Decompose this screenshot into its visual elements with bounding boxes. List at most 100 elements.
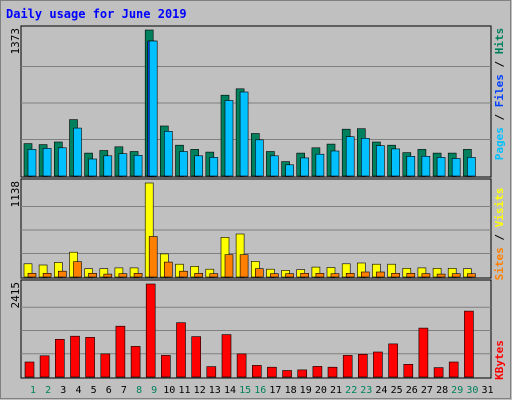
day-label-28: 28 (436, 385, 448, 396)
axis-label-part: Visits (493, 188, 506, 228)
day-axis-labels: 1 2 3 4 5 6 7 8 9 10 11 12 13 14 15 16 17 18 19 20 21 22 23 24 2… (30, 385, 494, 396)
pages-bar-day-23 (360, 138, 370, 177)
day-label-24: 24 (375, 385, 387, 396)
chart-title: Daily usage for June 2019 (6, 7, 187, 21)
sites-bar-day-27 (421, 273, 431, 278)
sites-bar-day-9 (148, 236, 158, 278)
kbytes-bar-day-20 (312, 366, 323, 378)
sites-bar-day-29 (451, 273, 461, 278)
pages-bar-day-10 (164, 131, 173, 177)
kbytes-bar-day-16 (252, 365, 262, 378)
kbytes-bar-day-1 (24, 361, 35, 378)
day-label-10: 10 (163, 385, 175, 396)
day-label-2: 2 (45, 385, 51, 396)
axis-label-part: / (493, 227, 506, 247)
kbytes-bar-day-14 (221, 334, 232, 378)
day-label-26: 26 (406, 385, 418, 396)
pages-bar-day-6 (103, 155, 113, 177)
pages-bar-day-7 (118, 153, 128, 177)
day-label-14: 14 (224, 385, 236, 396)
visits-ymax-label: 1138 (9, 181, 22, 208)
day-label-9: 9 (151, 385, 157, 396)
kbytes-bar-day-28 (433, 367, 444, 378)
sites-bar-day-13 (209, 273, 219, 278)
pages-bar-day-26 (406, 156, 416, 177)
kbytes-bar-day-8 (130, 346, 141, 378)
kbytes-bar-day-6 (100, 353, 111, 378)
kbytes-bar-day-22 (342, 355, 353, 378)
pages-bar-day-14 (224, 100, 234, 177)
day-label-6: 6 (106, 385, 112, 396)
kbytes-panel: 2415 KBytes (9, 279, 506, 380)
day-label-4: 4 (75, 385, 81, 396)
sites-bar-day-30 (467, 273, 476, 278)
sites-bar-day-7 (118, 273, 128, 278)
day-label-30: 30 (466, 385, 478, 396)
pages-bar-day-20 (315, 153, 325, 177)
day-label-7: 7 (121, 385, 127, 396)
kbytes-bar-day-5 (85, 336, 95, 378)
pages-bar-day-18 (285, 164, 294, 177)
sites-bar-day-23 (360, 271, 370, 278)
kbytes-bar-day-12 (191, 336, 201, 378)
pages-bar-day-22 (345, 136, 355, 177)
pages-bar-day-21 (330, 150, 340, 177)
pages-bar-day-19 (300, 157, 310, 177)
day-label-20: 20 (315, 385, 327, 396)
sites-bar-day-15 (239, 254, 249, 278)
kbytes-bar-day-3 (54, 338, 65, 378)
pages-bar-day-11 (179, 151, 188, 177)
axis-label-part: Files (493, 74, 506, 107)
pages-bar-day-4 (73, 127, 82, 177)
hits-files-pages-panel: 1373 Pages / Files / Hits (9, 25, 506, 178)
sites-bar-day-2 (42, 272, 52, 278)
day-label-5: 5 (91, 385, 97, 396)
day-label-16: 16 (254, 385, 266, 396)
sites-bar-day-28 (436, 273, 446, 278)
visits-sites-bars (21, 182, 491, 278)
pages-bar-day-3 (57, 147, 67, 177)
pages-bar-day-28 (436, 157, 446, 177)
pages-bar-day-2 (42, 148, 52, 177)
kbytes-bar-day-9 (145, 283, 156, 378)
day-label-22: 22 (345, 385, 357, 396)
day-label-21: 21 (330, 385, 342, 396)
sites-bar-day-11 (179, 270, 188, 278)
axis-label-part: KBytes (493, 340, 506, 380)
sites-bar-day-6 (103, 273, 113, 278)
axis-label-part: / (493, 107, 506, 127)
sites-bar-day-4 (73, 261, 82, 278)
day-label-13: 13 (209, 385, 221, 396)
pages-bar-day-25 (391, 148, 400, 177)
pages-bar-day-30 (467, 157, 476, 177)
kbytes-bar-day-29 (448, 361, 459, 378)
kbytes-bar-day-25 (388, 343, 398, 378)
day-label-27: 27 (421, 385, 433, 396)
day-label-3: 3 (60, 385, 66, 396)
hits-ymax-label: 1373 (9, 28, 22, 55)
pages-bar-day-27 (421, 156, 431, 177)
axis-label-part: / (493, 54, 506, 74)
pages-bar-day-15 (239, 91, 249, 177)
day-label-1: 1 (30, 385, 36, 396)
pages-bar-day-16 (255, 139, 264, 177)
kbytes-bar-day-4 (70, 335, 80, 378)
day-label-31: 31 (481, 385, 493, 396)
kbytes-bar-day-27 (418, 327, 429, 378)
day-label-11: 11 (178, 385, 190, 396)
sites-bar-day-24 (376, 271, 385, 278)
sites-bar-day-20 (315, 272, 325, 278)
kbytes-ymax-label: 2415 (9, 282, 22, 309)
day-label-19: 19 (300, 385, 312, 396)
hits-files-pages-axis-label: Pages / Files / Hits (493, 28, 506, 161)
kbytes-bar-day-24 (373, 351, 383, 378)
sites-bar-day-3 (57, 270, 67, 278)
day-label-25: 25 (391, 385, 403, 396)
visits-sites-panel: 1138 Sites / Visits (9, 178, 506, 280)
pages-bar-day-1 (27, 149, 37, 177)
kbytes-bar-day-17 (267, 366, 277, 378)
panel-frame (20, 25, 492, 178)
sites-bar-day-16 (255, 268, 264, 278)
kbytes-axis-label: KBytes (493, 340, 506, 380)
